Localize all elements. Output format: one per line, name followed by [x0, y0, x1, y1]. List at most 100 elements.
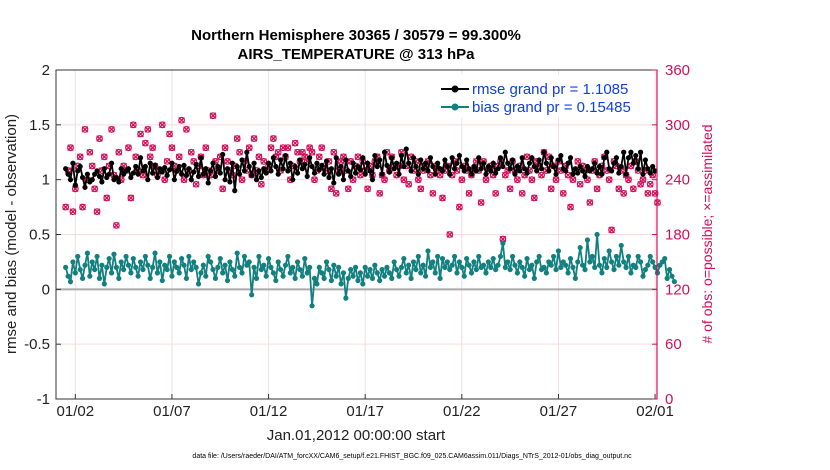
rmse-point	[251, 160, 257, 166]
bias-point	[179, 256, 185, 262]
obs-assimilated-point	[270, 135, 277, 142]
obs-assimilated-point	[291, 139, 299, 147]
legend: rmse grand pr = 1.1085 bias grand pr = 0…	[433, 74, 655, 118]
obs-assimilated-point	[560, 190, 567, 197]
obs-possible-point	[163, 157, 171, 165]
rmse-point	[89, 177, 95, 183]
rmse-point	[529, 155, 535, 161]
obs-assimilated-stroke	[113, 222, 120, 229]
bias-point	[154, 270, 161, 276]
obs-assimilated-point	[69, 208, 77, 215]
obs-assimilated-point	[168, 144, 176, 151]
bias-point	[541, 264, 547, 270]
obs-assimilated-stroke	[354, 153, 362, 161]
obs-possible-point	[506, 185, 514, 193]
rmse-point	[333, 155, 339, 161]
legend-box	[433, 74, 655, 118]
obs-possible-point	[400, 176, 408, 184]
rmse-point	[645, 166, 651, 172]
obs-possible-point	[137, 130, 144, 138]
rmse-point	[311, 170, 318, 176]
rmse-point	[116, 179, 122, 185]
rmse-point	[584, 163, 591, 170]
obs-possible-point	[456, 203, 463, 211]
rmse-point	[336, 171, 342, 177]
bias-point	[150, 264, 156, 270]
rmse-point	[415, 171, 421, 177]
obs-possible-point	[76, 153, 84, 161]
obs-possible-point	[567, 203, 574, 211]
bias-point	[526, 266, 533, 273]
rmse-point	[162, 165, 168, 171]
y-tick-label: -0.5	[24, 336, 50, 353]
obs-assimilated-stroke	[270, 135, 277, 142]
bias-point	[261, 262, 267, 268]
rmse-point	[579, 168, 586, 174]
bias-point	[666, 266, 673, 273]
obs-assimilated-stroke	[620, 190, 627, 197]
bias-point	[625, 253, 632, 260]
obs-possible-point	[492, 189, 500, 197]
bias-point	[198, 270, 204, 276]
bias-point	[159, 277, 165, 284]
bias-point	[157, 259, 163, 265]
obs-assimilated-stroke	[163, 158, 171, 165]
rmse-point	[647, 170, 653, 176]
obs-assimilated-stroke	[224, 158, 231, 165]
obs-assimilated-point	[149, 144, 156, 151]
bias-point	[493, 266, 499, 273]
bias-point	[476, 253, 482, 260]
obs-assimilated-point	[233, 135, 241, 142]
bias-point	[307, 264, 313, 270]
rmse-point	[592, 160, 598, 166]
obs-possible-point	[364, 185, 372, 193]
obs-assimilated-point	[630, 185, 637, 193]
obs-assimilated-stroke	[91, 185, 98, 193]
bias-point	[92, 266, 98, 273]
rmse-point	[166, 167, 173, 173]
obs-possible-point	[344, 185, 352, 193]
obs-assimilated-point	[142, 139, 149, 147]
obs-assimilated-point	[439, 194, 446, 202]
rmse-point	[222, 177, 228, 183]
rmse-point	[365, 160, 371, 166]
rmse-point	[183, 172, 190, 178]
bias-point	[565, 270, 571, 276]
rmse-point	[314, 160, 320, 166]
y2-tick-label: 300	[665, 117, 690, 134]
rmse-point	[307, 155, 313, 161]
bias-point	[671, 279, 677, 285]
bias-point	[430, 259, 436, 265]
bias-point	[553, 266, 559, 273]
rmse-point	[640, 171, 646, 177]
obs-assimilated-stroke	[456, 203, 463, 211]
chart-title: Northern Hemisphere 30365 / 30579 = 99.3…	[191, 27, 521, 44]
bias-point	[601, 256, 607, 262]
obs-assimilated-point	[81, 126, 89, 133]
obs-possible-point	[115, 148, 123, 156]
y2-axis-label: # of obs: o=possible; ×=assimilated	[699, 124, 715, 343]
obs-possible-point	[518, 189, 526, 197]
rmse-point	[101, 166, 107, 172]
rmse-point	[483, 171, 489, 177]
obs-assimilated-point	[132, 153, 139, 161]
legend-bias-marker	[451, 103, 459, 111]
rmse-point	[147, 160, 153, 166]
bias-point	[116, 275, 122, 281]
bias-point	[502, 264, 508, 270]
rmse-point	[130, 170, 136, 176]
obs-possible-point	[129, 121, 137, 129]
bias-point	[579, 262, 586, 268]
bias-point	[302, 256, 308, 262]
rmse-point	[171, 177, 177, 183]
obs-possible-point	[605, 176, 613, 184]
bias-point	[401, 256, 407, 262]
rmse-point	[200, 171, 206, 177]
bias-point	[635, 253, 641, 260]
y-tick-label: 0	[42, 281, 50, 298]
rmse-point	[534, 168, 540, 174]
bias-point	[606, 248, 612, 254]
bias-point	[171, 259, 177, 265]
rmse-point	[642, 157, 649, 163]
rmse-point	[270, 155, 277, 161]
